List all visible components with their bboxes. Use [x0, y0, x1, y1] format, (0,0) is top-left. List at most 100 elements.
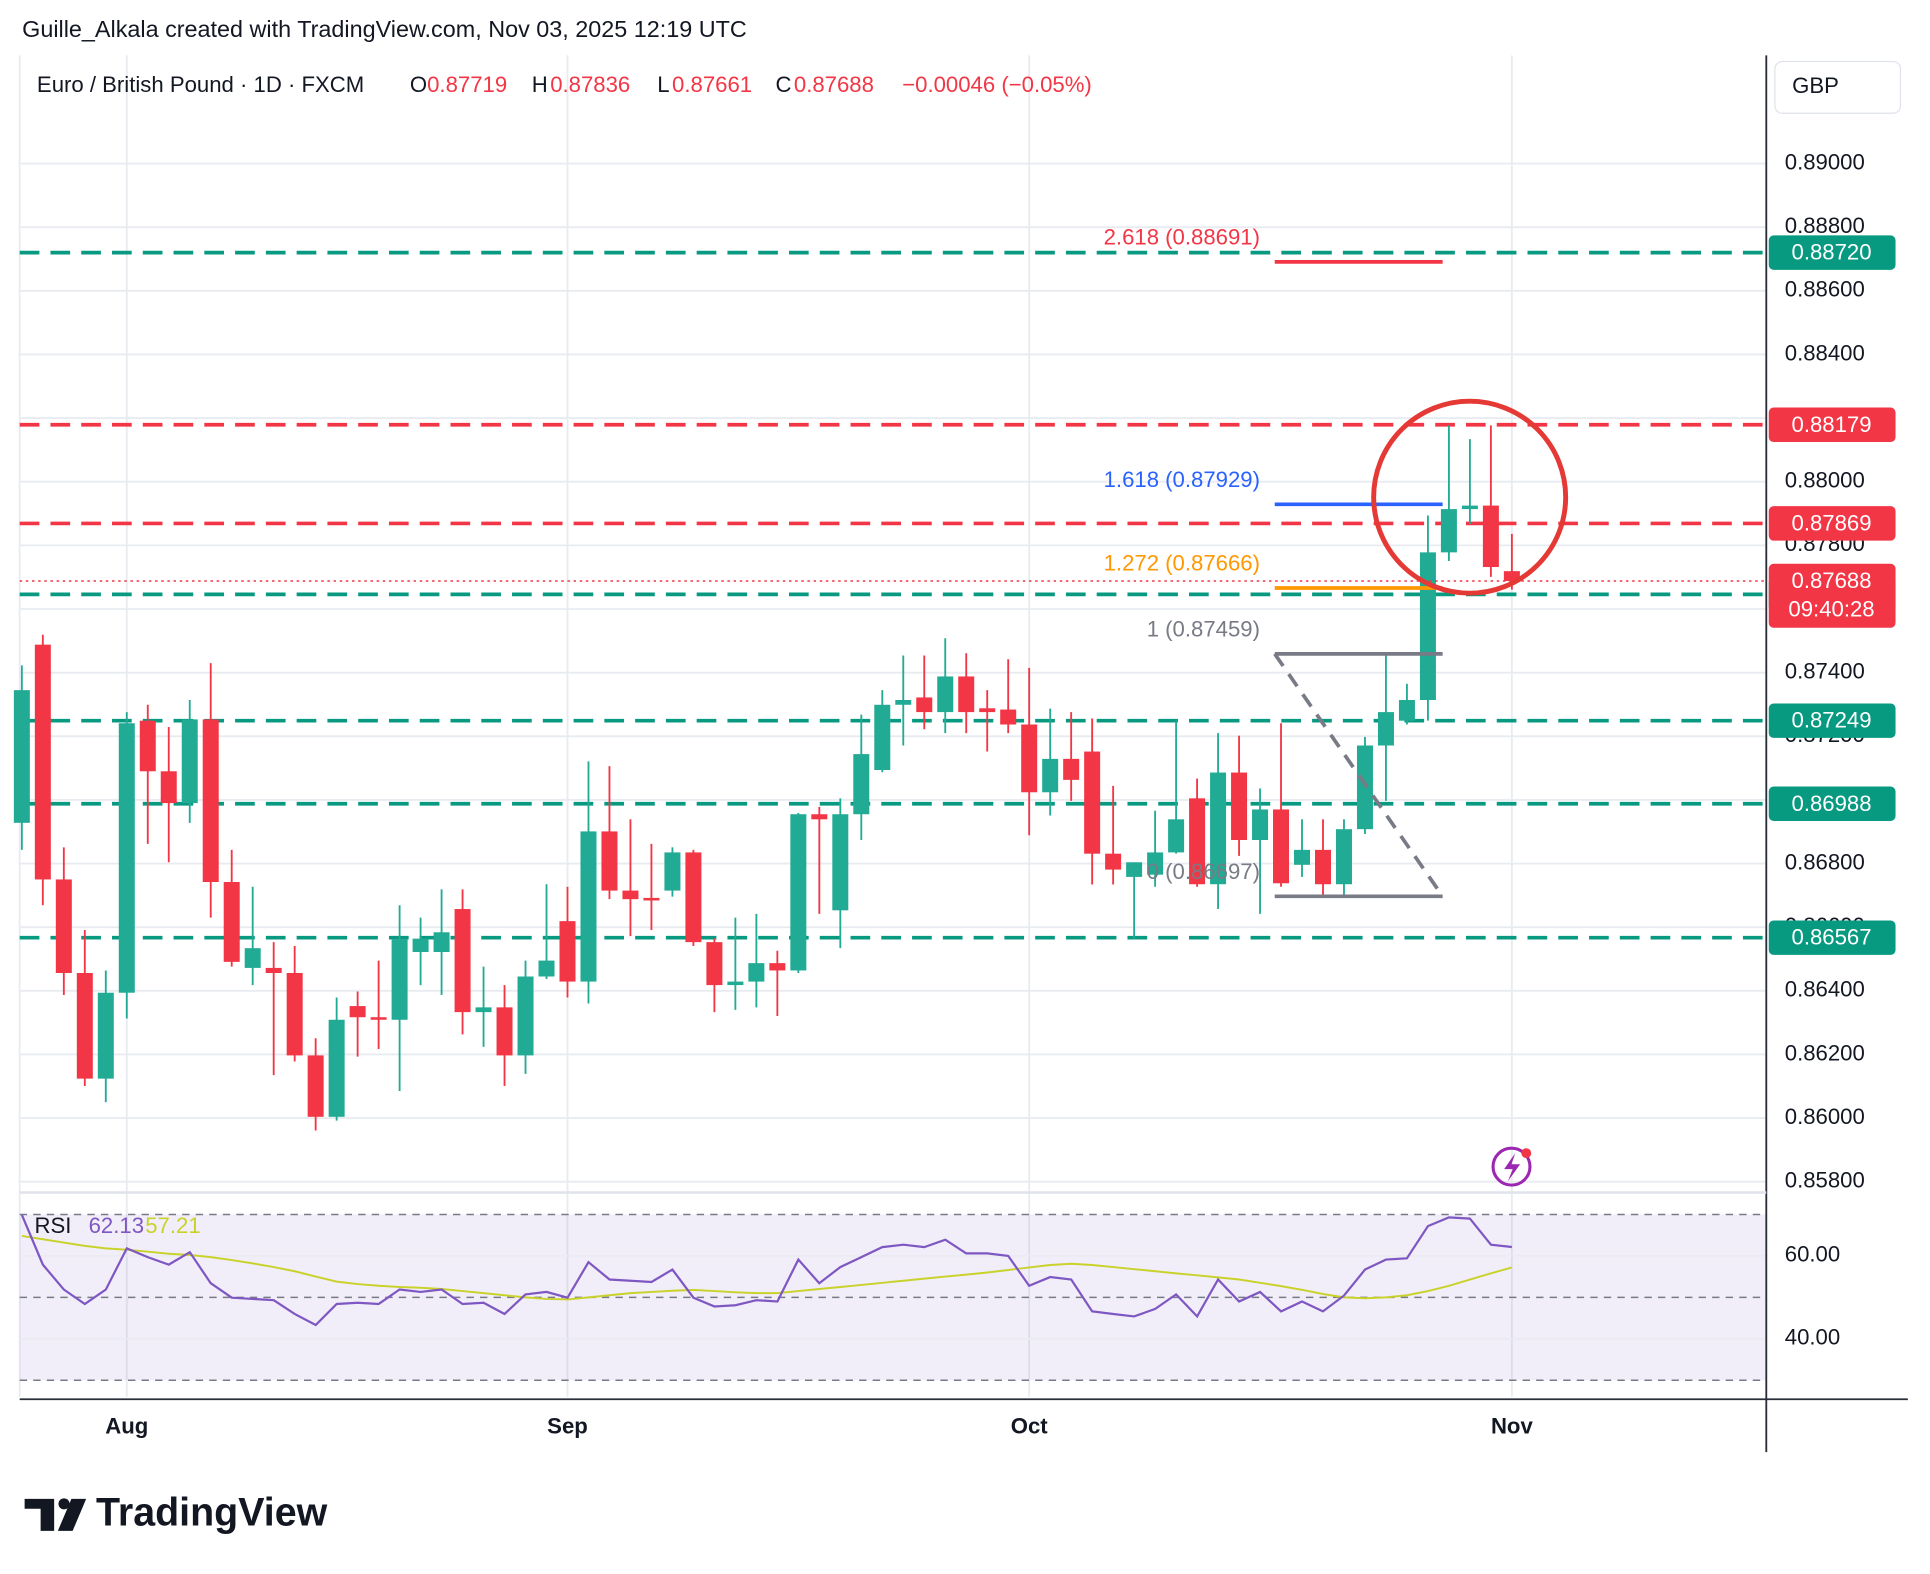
level-badge — [1768, 407, 1896, 443]
ohlc-value: 0.87688 — [794, 72, 874, 97]
candle-body — [454, 909, 471, 1013]
logo-mark — [24, 1498, 55, 1531]
level-badge-label: 0.88720 — [1792, 240, 1872, 265]
logo: TradingView — [24, 1490, 328, 1534]
candle-body — [97, 992, 114, 1079]
candle-body — [412, 938, 429, 952]
candle-body — [370, 1017, 387, 1020]
candle-body — [265, 967, 282, 973]
y-tick-label: 0.89000 — [1785, 149, 1865, 174]
rsi-line — [20, 1214, 1512, 1327]
change: −0.00046 (−0.05%) — [902, 72, 1092, 97]
level-badge-label: 0.87249 — [1792, 708, 1872, 733]
alert-bolt[interactable] — [1504, 1153, 1521, 1182]
candle-body — [769, 963, 786, 971]
candle-body — [1398, 700, 1415, 721]
candle-body — [937, 676, 954, 713]
candle-body — [1063, 758, 1080, 780]
candle-body — [496, 1007, 513, 1056]
candle-body — [1084, 751, 1101, 854]
candle-body — [601, 831, 618, 891]
candle-body — [538, 960, 555, 977]
candle-body — [664, 852, 681, 891]
candle-body — [832, 814, 849, 911]
y-tick-label: 0.86200 — [1785, 1040, 1865, 1065]
candle-body — [517, 976, 534, 1056]
grid — [18, 55, 1767, 1397]
candle-body — [34, 644, 51, 880]
candle-body — [727, 981, 744, 986]
highlight-circle — [1371, 398, 1569, 596]
ohlc-value: 0.87836 — [550, 72, 630, 97]
y-tick-label: 0.88600 — [1785, 277, 1865, 302]
y-tick-label: 0.86000 — [1785, 1104, 1865, 1129]
brand: TradingView — [96, 1490, 328, 1534]
candle-body — [1000, 709, 1017, 725]
candle-body — [1147, 852, 1164, 875]
candle-body — [1273, 809, 1290, 884]
attribution: Guille_Alkala created with TradingView.c… — [22, 16, 747, 42]
level-badge-label: 0.86567 — [1792, 925, 1872, 950]
ohlc-value: 0.87719 — [427, 72, 507, 97]
ohlc-value: 0.87661 — [672, 72, 752, 97]
candle-body — [118, 723, 135, 993]
rsi-value: 62.13 — [89, 1213, 144, 1238]
candle-body — [1503, 571, 1520, 582]
currency[interactable]: GBP — [1792, 73, 1839, 98]
level-badge-label: 0.88179 — [1792, 412, 1872, 437]
rsi-line — [21, 1234, 1513, 1301]
candle-body — [1314, 849, 1331, 885]
countdown: 09:40:28 — [1788, 596, 1874, 621]
level-badge — [1768, 235, 1896, 270]
symbol: Euro / British Pound · 1D · FXCM — [37, 72, 364, 97]
y-tick-label: 0.88800 — [1785, 213, 1865, 238]
candle-body — [55, 879, 72, 973]
y-tick-label: 0.86800 — [1785, 849, 1865, 874]
rsi-tick-label: 60.00 — [1785, 1242, 1840, 1267]
ohlc-key: L — [657, 72, 669, 97]
overlay: Aug Sep Oct Nov 0.85800 0.86000 0.86200 0.86400… — [19, 149, 1896, 1438]
alert-ring[interactable] — [1491, 1146, 1532, 1187]
candle-body — [475, 1007, 492, 1013]
fib-label: 1 (0.87459) — [1147, 616, 1260, 641]
alert-dot[interactable] — [1521, 1148, 1532, 1159]
candle-body — [1440, 509, 1457, 553]
candle-body — [979, 708, 996, 713]
candle-body — [580, 831, 597, 982]
candle-body — [748, 963, 765, 982]
candle-body — [559, 921, 576, 982]
candle-body — [181, 719, 198, 804]
currency-box[interactable] — [1774, 60, 1902, 114]
candle-body — [1210, 772, 1227, 885]
candle-body — [244, 948, 261, 968]
candle-body — [790, 814, 807, 971]
y-tick-label: 0.87400 — [1785, 658, 1865, 683]
alert-icon[interactable] — [1491, 1146, 1532, 1187]
ohlc-key: O — [410, 72, 427, 97]
ohlc-key: C — [775, 72, 791, 97]
candle-body — [391, 939, 408, 1020]
candle-body — [706, 942, 723, 986]
y-tick-label: 0.88400 — [1785, 340, 1865, 365]
candle-body — [1042, 758, 1059, 793]
last-price-label: 0.87688 — [1792, 568, 1872, 593]
candle-body — [643, 897, 660, 901]
candle-body — [1021, 724, 1038, 793]
candle-body — [1126, 862, 1143, 877]
candle-body — [160, 771, 177, 804]
y-tick-label: 0.86400 — [1785, 977, 1865, 1002]
candle-body — [1482, 505, 1499, 568]
candle-body — [874, 704, 891, 771]
candle-body — [349, 1006, 366, 1018]
x-tick-label: Sep — [547, 1413, 588, 1438]
candle-body — [1105, 853, 1122, 870]
fib-label: 1.272 (0.87666) — [1104, 550, 1260, 575]
candle-body — [1419, 552, 1436, 701]
level-badge — [1768, 786, 1896, 821]
candle-body — [13, 690, 30, 823]
candle-body — [916, 697, 933, 713]
candle-body — [958, 676, 975, 713]
fib-label: 1.618 (0.87929) — [1104, 467, 1260, 492]
